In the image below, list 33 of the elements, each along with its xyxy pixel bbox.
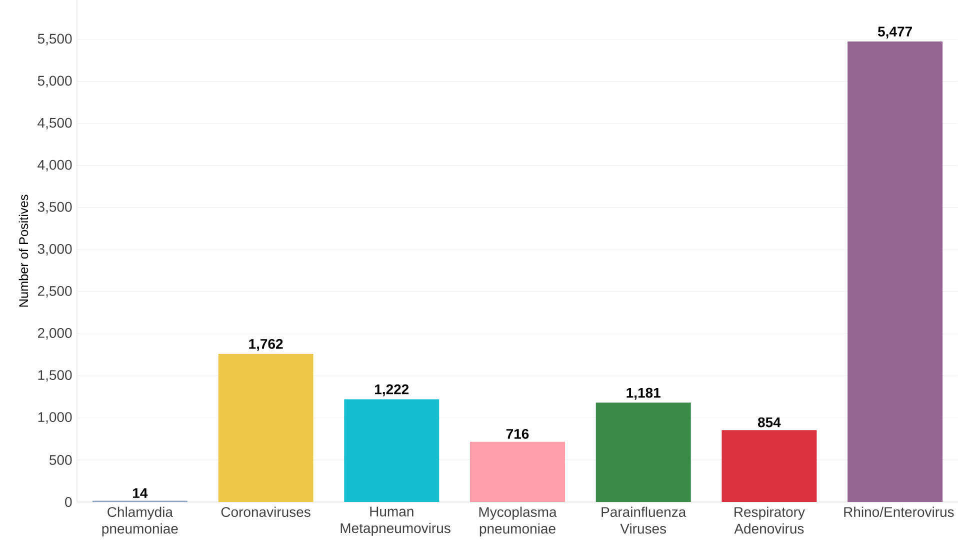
- y-tick-label: 2,500: [38, 286, 72, 298]
- bar: [218, 354, 314, 502]
- y-tick-label: 5,000: [38, 76, 72, 88]
- y-tick-label: 500: [50, 455, 72, 465]
- x-tick-label: Coronaviruses: [221, 506, 310, 517]
- x-tick-label: Parainfluenza Viruses: [602, 506, 686, 534]
- y-tick-label: 3,500: [38, 202, 72, 214]
- bar: [344, 399, 440, 502]
- x-tick-label: Chlamydia pneumoniae: [102, 506, 178, 536]
- y-tick-label: 1,000: [38, 412, 72, 424]
- data-label: 854: [758, 417, 781, 428]
- y-tick-label: 2,000: [38, 328, 72, 340]
- bar: [596, 402, 691, 502]
- data-label: 5,477: [878, 26, 912, 39]
- x-tick-label: Rhino/Enterovirus: [844, 506, 954, 517]
- x-tick-label: Mycoplasma pneumoniae: [479, 506, 557, 536]
- x-tick-label: Human Metapneumovirus: [340, 506, 450, 536]
- y-tick-label: 4,000: [38, 160, 72, 172]
- data-label: 716: [506, 428, 529, 439]
- y-tick-label: 4,500: [38, 118, 72, 130]
- data-label: 1,762: [249, 338, 283, 351]
- bar: [722, 430, 817, 502]
- y-tick-label: 1,500: [38, 370, 72, 382]
- y-axis-title: Number of Positives: [18, 194, 28, 307]
- x-tick-label: Respiratory Adenovirus: [734, 506, 805, 534]
- data-label: 1,222: [375, 384, 409, 396]
- y-tick-label: 5,500: [38, 34, 72, 46]
- y-tick-label: 0: [65, 497, 72, 507]
- bar: [470, 442, 565, 502]
- y-tick-label: 3,000: [38, 244, 72, 256]
- data-label: 14: [133, 488, 148, 498]
- bar: [848, 41, 943, 502]
- data-label: 1,181: [626, 388, 660, 400]
